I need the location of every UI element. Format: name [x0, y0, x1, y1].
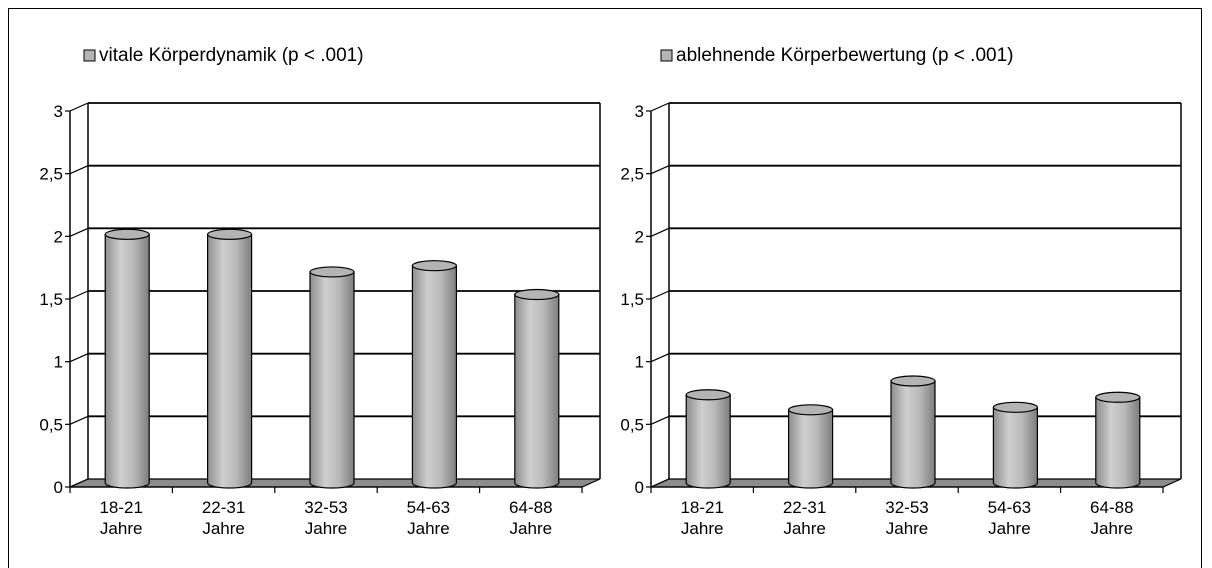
legend-label: vitale Körperdynamik (p < .001) [99, 45, 364, 66]
bar [104, 228, 150, 489]
bar-top [685, 389, 731, 401]
y-tick-diagonal [69, 478, 89, 488]
y-tick-diagonal [650, 165, 670, 175]
legend-label: ablehnende Körperbewertung (p < .001) [676, 45, 1014, 66]
bar-top [992, 401, 1039, 413]
y-tick-label: 2,5 [620, 165, 644, 184]
bar-body [411, 265, 457, 489]
y-tick-diagonal [650, 353, 670, 363]
y-tick-label: 1 [54, 353, 63, 372]
y-tick-label: 1 [635, 353, 644, 372]
chart-frame [8, 8, 1202, 568]
x-tick-label: 54-63 Jahre [407, 498, 450, 538]
x-tick-label: 54-63 Jahre [988, 498, 1031, 538]
x-tick-label: 18-21 Jahre [99, 498, 142, 538]
y-tick-label: 1,5 [620, 290, 644, 309]
bar [514, 288, 560, 489]
bar [787, 404, 834, 489]
bar-body [207, 233, 253, 489]
bar [685, 389, 731, 489]
bar-top [514, 288, 560, 301]
y-tick-diagonal [69, 290, 89, 300]
x-tick-label: 32-53 Jahre [885, 498, 928, 538]
y-tick-label: 0,5 [620, 415, 644, 434]
x-tick-label: 64-88 Jahre [1090, 498, 1133, 538]
y-tick-diagonal [69, 227, 89, 237]
bar-top [104, 228, 150, 240]
y-tick-label: 0 [54, 478, 63, 497]
bar-body [514, 293, 560, 489]
y-tick-diagonal [69, 102, 89, 112]
y-tick-label: 2 [54, 227, 63, 246]
bar-top [309, 266, 355, 278]
bar [1095, 391, 1141, 489]
legend: ablehnende Körperbewertung (p < .001) [660, 45, 1014, 66]
bar [411, 260, 457, 489]
bar-body [685, 394, 731, 489]
bar-body [309, 271, 355, 489]
bar-top [787, 404, 834, 416]
legend: vitale Körperdynamik (p < .001) [83, 45, 364, 66]
x-tick-label: 32-53 Jahre [304, 498, 347, 538]
y-tick-diagonal [650, 415, 670, 425]
x-tick-label: 18-21 Jahre [680, 498, 723, 538]
y-tick-label: 1,5 [39, 290, 63, 309]
x-tick-label: 64-88 Jahre [509, 498, 552, 538]
bar-top [411, 260, 457, 272]
y-tick-diagonal [650, 478, 670, 488]
bar-top [1095, 391, 1141, 403]
bar-body [788, 409, 834, 489]
bar-body [1095, 396, 1141, 489]
chart-2: ablehnende Körperbewertung (p < .001) 0 0,… [620, 45, 1182, 538]
y-tick-diagonal [69, 165, 89, 175]
bar-body [890, 380, 936, 489]
y-tick-diagonal [650, 102, 670, 112]
bar-body [992, 406, 1038, 489]
legend-swatch [660, 49, 673, 62]
y-tick-diagonal [650, 290, 670, 300]
chart-1: vitale Körperdynamik (p < .001) 0 0,5 1 1,5 2… [39, 45, 601, 538]
y-tick-diagonal [650, 227, 670, 237]
bar [992, 401, 1039, 489]
y-tick-diagonal [69, 353, 89, 363]
bar-body [104, 233, 150, 489]
y-tick-diagonal [69, 415, 89, 425]
bar [207, 228, 253, 489]
bar-top [207, 228, 253, 240]
y-tick-label: 0 [635, 478, 644, 497]
y-tick-label: 2,5 [39, 165, 63, 184]
x-tick-label: 22-31 Jahre [783, 498, 826, 538]
y-tick-label: 0,5 [39, 415, 63, 434]
bar-top [890, 375, 936, 387]
bar [890, 375, 936, 489]
legend-swatch [83, 49, 96, 62]
x-tick-label: 22-31 Jahre [202, 498, 245, 538]
y-tick-label: 3 [635, 102, 644, 121]
y-tick-label: 3 [54, 102, 63, 121]
y-tick-label: 2 [635, 227, 644, 246]
bar [309, 266, 355, 489]
